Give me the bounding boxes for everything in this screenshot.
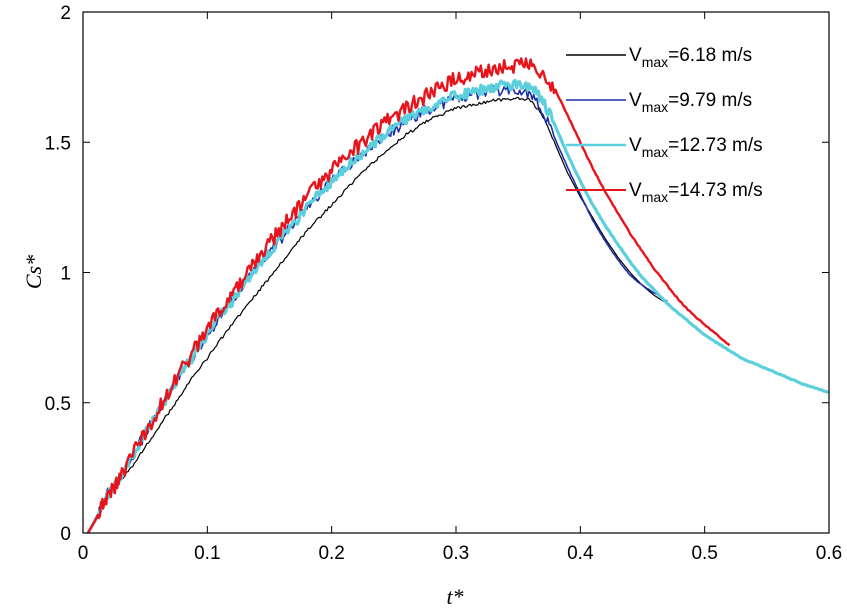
- series-line-1: [87, 96, 668, 534]
- x-tick-label: 0: [78, 543, 89, 564]
- y-tick-label: 0.5: [45, 394, 71, 415]
- ticks-layer: 0 0.1 0.2 0.3 0.4 0.5 0.6 0 0.5 1 1.5 2: [45, 3, 843, 564]
- legend-label-1: Vmax=6.18 m/s: [629, 45, 752, 70]
- x-tick-label: 0.3: [443, 543, 469, 564]
- legend: Vmax=6.18 m/s Vmax=9.79 m/s Vmax=12.73 m/s…: [566, 45, 763, 205]
- series-layer: [86, 57, 830, 534]
- x-tick-label: 0.6: [816, 543, 842, 564]
- y-axis-label: Cs*: [21, 255, 46, 289]
- x-tick-label: 0.5: [691, 543, 717, 564]
- x-tick-label: 0.2: [318, 543, 344, 564]
- y-tick-label: 1: [60, 264, 71, 285]
- y-tick-label: 1.5: [45, 133, 71, 154]
- y-tick-label: 2: [60, 3, 71, 24]
- series-line-2: [87, 84, 668, 534]
- y-tick-label: 0: [60, 524, 71, 545]
- x-axis-label: t*: [446, 584, 463, 609]
- legend-label-4: Vmax=14.73 m/s: [629, 180, 763, 205]
- series-line-4: [86, 57, 731, 534]
- legend-label-3: Vmax=12.73 m/s: [629, 135, 763, 160]
- legend-label-2: Vmax=9.79 m/s: [629, 90, 752, 115]
- x-tick-label: 0.4: [567, 543, 594, 564]
- x-tick-label: 0.1: [194, 543, 220, 564]
